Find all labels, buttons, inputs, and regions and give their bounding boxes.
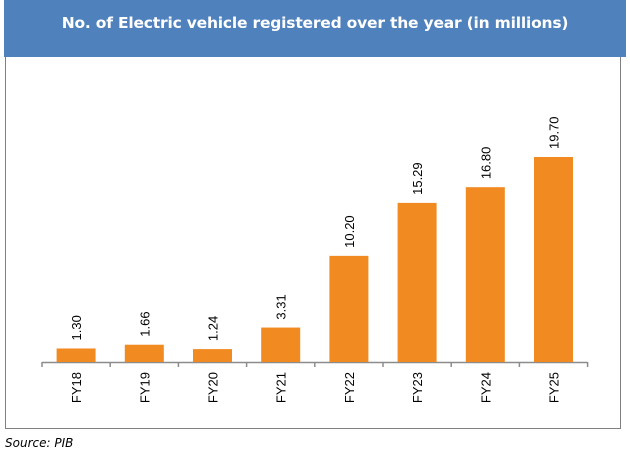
x-tick-label: FY21	[274, 372, 289, 403]
data-label: 15.29	[410, 162, 425, 195]
data-label: 1.24	[206, 316, 221, 341]
bar-fy23	[397, 202, 437, 362]
chart-title-banner: No. of Electric vehicle registered over …	[4, 0, 626, 57]
bar-fy22	[329, 255, 369, 362]
data-label: 10.20	[342, 215, 357, 248]
bar-fy21	[261, 327, 301, 362]
data-label: 1.66	[137, 311, 152, 336]
bar-fy18	[56, 348, 96, 362]
bar-fy20	[193, 349, 232, 362]
x-tick-label: FY23	[410, 372, 425, 403]
x-tick-label: FY24	[478, 372, 493, 403]
bar-fy25	[534, 157, 573, 362]
chart-title: No. of Electric vehicle registered over …	[61, 14, 569, 32]
data-label: 19.70	[547, 116, 562, 149]
x-tick-label: FY20	[206, 372, 221, 403]
data-label: 1.30	[69, 315, 84, 340]
x-tick-label: FY22	[342, 372, 357, 403]
x-tick-label: FY18	[69, 372, 84, 403]
bar-chart: 1.30 FY18 1.66 FY19 1.24 FY20 3.31 FY21 10.20 FY2…	[41, 116, 589, 403]
data-label: 3.31	[274, 294, 289, 319]
source-note: Source: PIB	[5, 436, 74, 450]
data-label: 16.80	[478, 147, 493, 180]
bar-fy19	[124, 344, 164, 362]
bar-fy24	[465, 187, 505, 362]
x-tick-label: FY25	[547, 372, 562, 403]
x-tick-label: FY19	[137, 372, 152, 403]
chart-frame	[5, 57, 621, 429]
